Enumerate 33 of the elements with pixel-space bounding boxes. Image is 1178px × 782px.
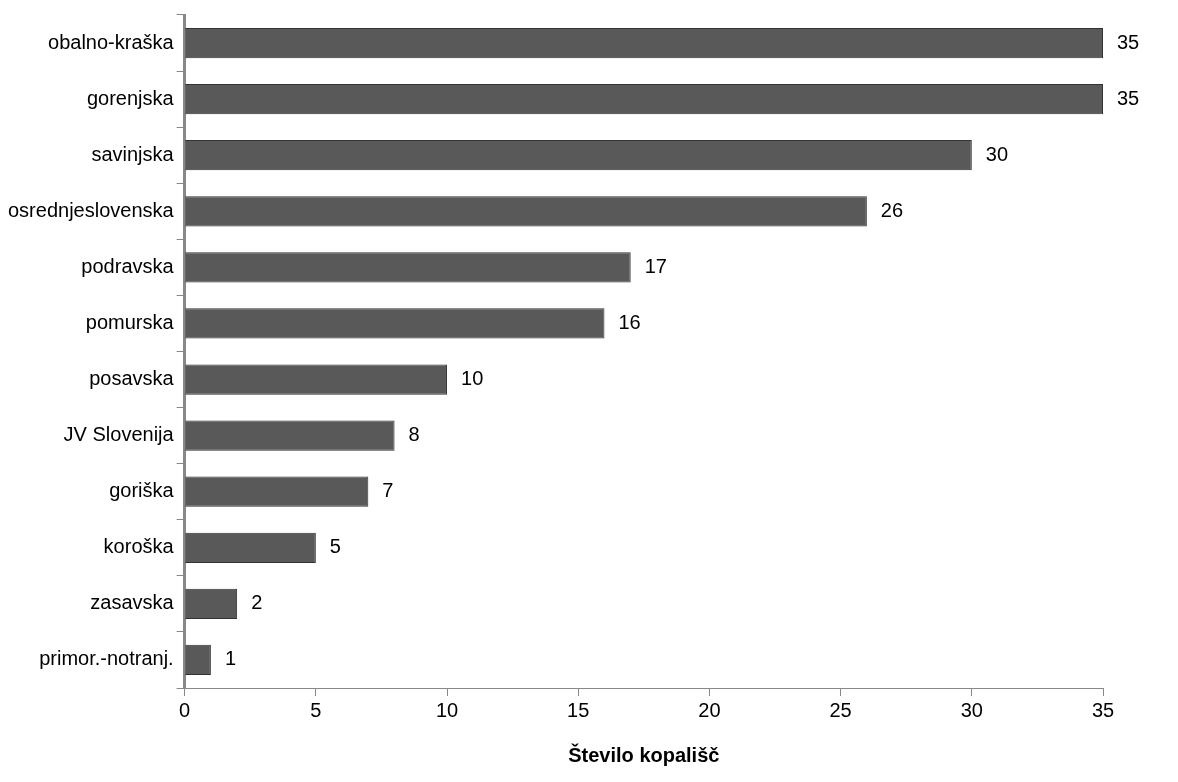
y-tick-label: zasavska	[90, 591, 175, 614]
x-tick-label: 10	[435, 698, 459, 721]
y-tick-label: goriška	[109, 479, 175, 502]
data-label: 17	[644, 254, 667, 277]
x-tick-label: 35	[1091, 698, 1115, 721]
x-tick-label: 20	[698, 698, 721, 721]
y-tick-label: posavska	[89, 367, 175, 390]
data-label: 35	[1117, 30, 1140, 53]
data-label: 5	[329, 535, 341, 558]
y-tick-label: primor.-notranj.	[39, 647, 174, 670]
y-tick-label: savinjska	[91, 142, 175, 165]
x-tick-label: 5	[310, 698, 322, 721]
data-label: 30	[985, 142, 1009, 165]
data-label: 35	[1117, 86, 1140, 109]
x-tick-label: 25	[829, 698, 852, 721]
y-tick-label: pomurska	[85, 310, 175, 333]
data-label: 10	[461, 367, 484, 390]
y-tick-label: JV Slovenija	[63, 423, 175, 446]
y-tick-label: podravska	[81, 254, 175, 277]
data-label: 26	[880, 198, 904, 221]
data-label: 7	[382, 479, 394, 502]
data-label: 1	[224, 647, 237, 670]
x-tick-label: 15	[567, 698, 590, 721]
x-tick-label: 30	[960, 698, 983, 721]
x-tick-label: 0	[179, 698, 191, 721]
y-tick-label: gorenjska	[86, 86, 175, 109]
data-label: 2	[251, 591, 263, 614]
y-tick-label: obalno-kraška	[48, 30, 175, 53]
y-tick-label: koroška	[103, 535, 175, 558]
x-axis-title: Število kopališč	[568, 742, 720, 766]
data-label: 16	[618, 310, 641, 333]
data-label: 8	[408, 423, 420, 446]
y-tick-label: osrednjeslovenska	[8, 198, 175, 221]
